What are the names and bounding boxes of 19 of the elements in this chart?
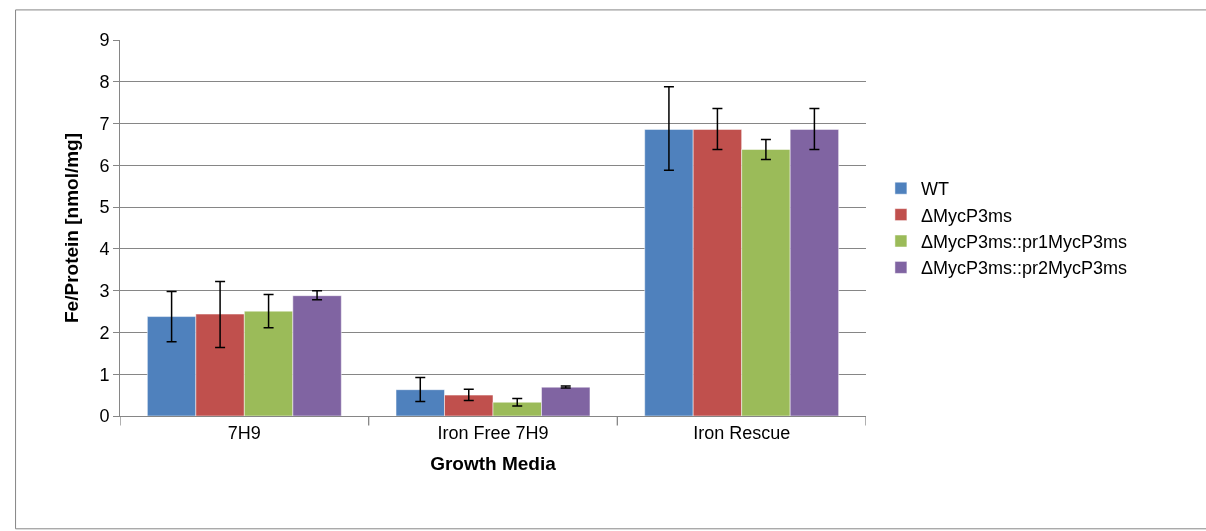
y-tick-label: 8 [99, 72, 110, 93]
y-tick-label: 0 [99, 406, 110, 427]
x-tick-label: 7H9 [227, 422, 261, 443]
y-tick-label: 4 [99, 239, 110, 260]
y-tick-label: 1 [99, 364, 110, 385]
y-tick-label: 2 [99, 322, 110, 343]
legend-label: ΔMycP3ms [920, 205, 1012, 226]
y-tick-label: 3 [99, 280, 110, 301]
x-tick-label: Iron Rescue [693, 422, 791, 443]
legend-label: ΔMycP3ms::pr1MycP3ms [920, 232, 1127, 253]
x-tick-label: Iron Free 7H9 [437, 422, 549, 443]
y-axis-title: Fe/Protein [nmol/mg] [61, 133, 83, 323]
y-tick-label: 9 [99, 30, 110, 51]
y-tick-label: 5 [99, 197, 110, 218]
y-tick-label: 6 [99, 155, 110, 176]
x-axis-title: Growth Media [430, 453, 557, 475]
y-tick-label: 7 [99, 113, 110, 134]
legend-label: ΔMycP3ms::pr2MycP3ms [920, 258, 1127, 279]
legend-label: WT [920, 179, 949, 200]
